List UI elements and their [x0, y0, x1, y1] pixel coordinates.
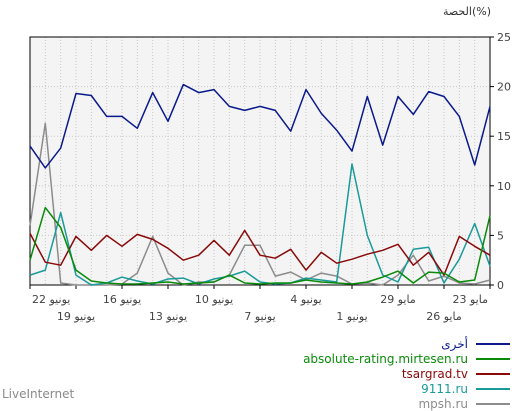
x-tick-label: 26 مايو [426, 310, 462, 323]
legend-label: absolute-rating.mirtesen.ru [303, 352, 468, 366]
legend-swatch [476, 403, 510, 405]
y-tick-label: 0 [497, 279, 504, 292]
x-tick-label: 16 يونيو [103, 293, 141, 306]
series-lines [29, 83, 491, 286]
y-tick-label: 25 [497, 31, 511, 44]
legend-swatch [476, 358, 510, 360]
legend-label: أخرى [441, 337, 468, 351]
x-tick-label: 4 يونيو [290, 293, 321, 306]
series-line [29, 83, 491, 169]
y-tick-label: 20 [497, 81, 511, 94]
x-tick-label: 29 مايو [380, 293, 416, 306]
x-tick-label: 23 مايو [453, 293, 489, 306]
legend-label: 9111.ru [421, 382, 468, 396]
legend-item: 9111.ru [421, 382, 510, 396]
grid-vertical [44, 37, 476, 285]
y-tick-label: 10 [497, 180, 511, 193]
series-line [29, 229, 491, 276]
series-line [29, 122, 491, 286]
series-line [29, 206, 491, 285]
chart-area: الحصة(%) 0 5 10 15 20 25 22 يونيو 19 يونيو 16 ي… [29, 5, 511, 323]
legend-label: mpsh.ru [418, 397, 468, 411]
x-axis: 22 يونيو 19 يونيو 16 يونيو 13 يونيو 10 يونيو… [29, 285, 491, 323]
legend-swatch [476, 343, 510, 345]
legend-item: أخرى [441, 337, 510, 351]
liveinternet-logo: LiveInternet [2, 387, 75, 401]
y-axis-label: الحصة(%) [443, 5, 491, 18]
x-tick-label: 13 يونيو [149, 310, 187, 323]
x-tick-label: 22 يونيو [32, 293, 70, 306]
y-axis: 0 5 10 15 20 25 [490, 31, 511, 292]
legend-swatch [476, 388, 510, 390]
x-tick-label: 10 يونيو [195, 293, 233, 306]
legend-swatch [476, 373, 510, 375]
y-tick-label: 5 [497, 229, 504, 242]
legend-item: absolute-rating.mirtesen.ru [303, 352, 510, 366]
x-tick-label: 1 يونيو [336, 310, 367, 323]
legend-item: mpsh.ru [418, 397, 510, 411]
x-tick-label: 7 يونيو [244, 310, 275, 323]
legend-label: tsargrad.tv [401, 367, 468, 381]
y-tick-label: 15 [497, 130, 511, 143]
legend-item: tsargrad.tv [402, 367, 510, 381]
x-tick-label: 19 يونيو [57, 310, 95, 323]
